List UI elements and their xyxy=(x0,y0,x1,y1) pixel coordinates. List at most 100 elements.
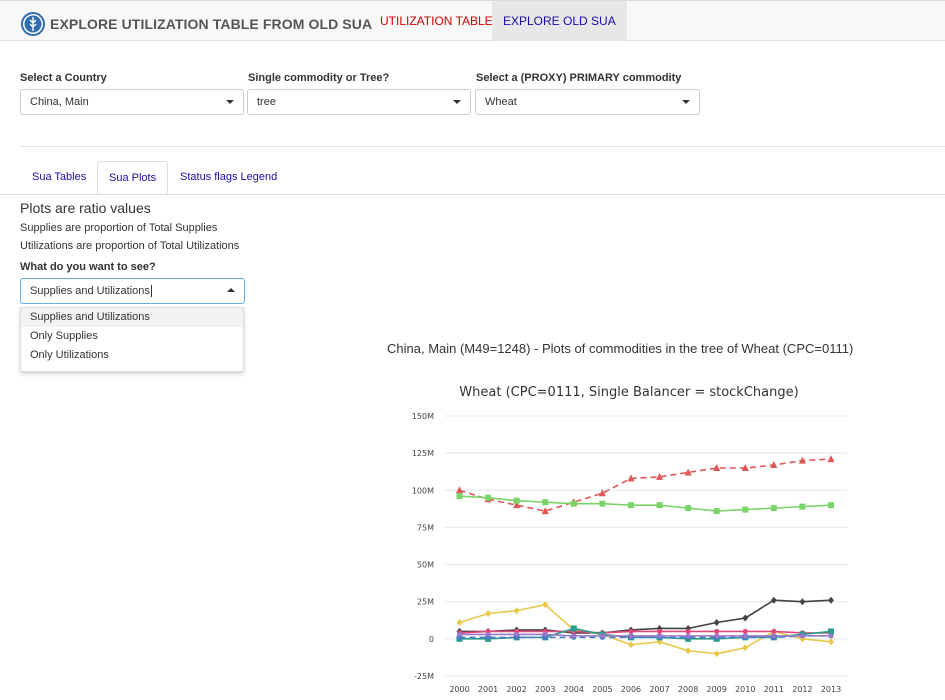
data-point xyxy=(598,489,606,497)
view-select[interactable]: Supplies and Utilizations​ xyxy=(20,278,245,304)
data-point xyxy=(771,633,777,639)
data-point xyxy=(713,464,721,471)
data-point xyxy=(542,499,549,506)
x-tick-label: 2005 xyxy=(592,685,612,694)
data-point xyxy=(656,502,663,509)
data-point xyxy=(456,493,463,500)
data-point xyxy=(513,607,520,615)
data-point xyxy=(656,624,663,632)
y-tick-label: 25M xyxy=(417,598,434,607)
fao-logo-icon xyxy=(21,12,45,36)
data-point xyxy=(770,461,778,469)
data-point xyxy=(742,506,749,513)
data-point xyxy=(828,502,834,509)
x-tick-label: 2003 xyxy=(535,685,555,694)
data-point xyxy=(571,633,577,639)
data-point xyxy=(828,633,834,639)
series-line xyxy=(459,495,832,512)
data-point xyxy=(485,631,491,637)
data-point xyxy=(714,633,720,639)
x-tick-label: 2012 xyxy=(792,685,812,694)
data-point xyxy=(456,619,463,627)
commodity-select[interactable]: Wheat xyxy=(475,89,700,115)
data-point xyxy=(456,486,463,494)
data-point xyxy=(742,644,749,652)
data-point xyxy=(656,472,664,480)
x-tick-label: 2006 xyxy=(621,685,641,694)
x-tick-label: 2004 xyxy=(564,685,584,694)
x-tick-label: 2010 xyxy=(735,685,755,694)
mode-select[interactable]: tree xyxy=(247,89,471,115)
data-point xyxy=(713,508,720,515)
data-point xyxy=(799,503,806,510)
data-point xyxy=(741,464,749,471)
data-point xyxy=(457,631,462,637)
data-point xyxy=(657,633,663,639)
data-point xyxy=(599,500,606,507)
tab-sua-plots[interactable]: Sua Plots xyxy=(97,161,169,194)
country-label: Select a Country xyxy=(20,72,107,84)
series-line xyxy=(459,633,831,637)
data-point xyxy=(742,628,748,634)
country-select[interactable]: China, Main xyxy=(20,89,244,115)
commodity-value: Wheat xyxy=(485,96,517,108)
data-point xyxy=(513,501,521,509)
x-tick-label: 2008 xyxy=(678,685,698,694)
data-point xyxy=(542,631,548,637)
data-point xyxy=(742,633,748,639)
series-line xyxy=(459,458,832,512)
option-only-supplies[interactable]: Only Supplies xyxy=(30,330,98,342)
y-tick-label: 0 xyxy=(429,635,434,644)
data-point xyxy=(770,596,777,604)
commodity-label: Select a (PROXY) PRIMARY commodity xyxy=(476,72,682,84)
data-point xyxy=(657,628,663,634)
data-point xyxy=(627,502,634,509)
data-point xyxy=(798,456,806,464)
data-point xyxy=(828,596,834,604)
data-point xyxy=(771,628,777,634)
nav-utilization-table[interactable]: UTILIZATION TABLE xyxy=(380,14,493,28)
wheat-line-chart: Wheat (CPC=0111, Single Balancer = stock… xyxy=(412,385,847,694)
y-tick-label: 75M xyxy=(417,523,434,532)
x-tick-label: 2011 xyxy=(764,685,784,694)
y-tick-label: 150M xyxy=(412,412,434,421)
data-point xyxy=(599,633,605,639)
data-point xyxy=(485,494,492,501)
x-tick-label: 2009 xyxy=(707,685,727,694)
data-point xyxy=(685,505,692,512)
data-point xyxy=(685,647,692,655)
data-point xyxy=(684,468,692,476)
tab-status-flags-legend[interactable]: Status flags Legend xyxy=(180,171,278,183)
text-cursor: ​ xyxy=(150,285,152,297)
data-point xyxy=(799,598,806,606)
data-point xyxy=(685,628,691,634)
y-tick-label: 125M xyxy=(412,449,434,458)
nav-explore-old-sua[interactable]: EXPLORE OLD SUA xyxy=(492,1,627,41)
x-tick-label: 2007 xyxy=(649,685,669,694)
caret-down-icon xyxy=(453,100,461,104)
y-tick-label: 50M xyxy=(417,561,434,570)
series-line xyxy=(459,603,832,655)
view-question: What do you want to see? xyxy=(20,261,156,273)
country-value: China, Main xyxy=(30,96,89,108)
data-point xyxy=(627,474,635,482)
data-point xyxy=(514,631,520,637)
option-supplies-and-utilizations[interactable]: Supplies and Utilizations xyxy=(21,308,243,327)
x-tick-label: 2000 xyxy=(449,685,469,694)
y-tick-label: -25M xyxy=(414,672,434,681)
navbar: EXPLORE UTILIZATION TABLE FROM OLD SUA U… xyxy=(0,0,945,41)
brand[interactable]: EXPLORE UTILIZATION TABLE FROM OLD SUA xyxy=(20,11,372,37)
data-point xyxy=(485,610,492,618)
series-line xyxy=(459,635,831,639)
data-point xyxy=(570,500,577,507)
utilizations-note: Utilizations are proportion of Total Uti… xyxy=(20,240,240,252)
tab-sua-tables[interactable]: Sua Tables xyxy=(32,171,87,183)
option-only-utilizations[interactable]: Only Utilizations xyxy=(30,349,109,361)
data-point xyxy=(541,507,549,515)
divider xyxy=(20,146,945,147)
data-point xyxy=(799,633,805,639)
chart-title: Wheat (CPC=0111, Single Balancer = stock… xyxy=(459,385,798,400)
caret-down-icon xyxy=(226,100,234,104)
data-point xyxy=(827,455,835,463)
plot-title: China, Main (M49=1248) - Plots of commod… xyxy=(387,341,854,356)
